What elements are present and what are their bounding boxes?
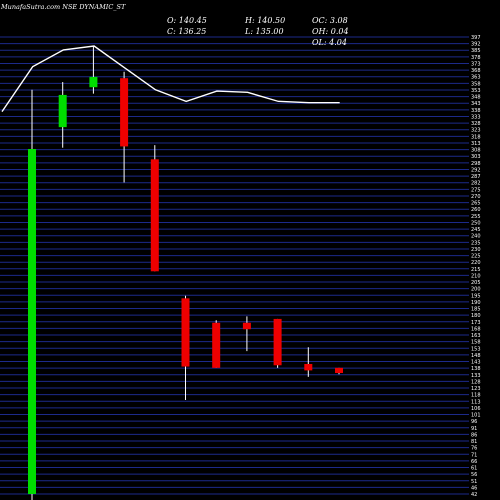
y-tick-label: 148 <box>471 353 481 359</box>
y-axis-labels: 3973923853783733683633583533483433383333… <box>471 35 481 498</box>
y-tick-label: 143 <box>471 360 481 366</box>
y-tick-label: 91 <box>471 426 477 432</box>
y-tick-label: 282 <box>471 181 481 187</box>
y-tick-label: 96 <box>471 419 477 425</box>
candles <box>28 46 343 500</box>
y-tick-label: 270 <box>471 194 481 200</box>
y-tick-label: 275 <box>471 187 481 193</box>
y-tick-label: 338 <box>471 108 481 114</box>
y-tick-label: 173 <box>471 320 481 326</box>
oc-label: OC: 3.08 <box>312 16 348 25</box>
y-tick-label: 118 <box>471 393 481 399</box>
y-tick-label: 298 <box>471 161 481 167</box>
y-tick-label: 245 <box>471 227 481 233</box>
y-tick-label: 392 <box>471 42 481 48</box>
y-tick-label: 250 <box>471 220 481 226</box>
y-tick-label: 200 <box>471 287 481 293</box>
y-tick-label: 123 <box>471 386 481 392</box>
y-tick-label: 260 <box>471 207 481 213</box>
y-tick-label: 348 <box>471 95 481 101</box>
y-tick-label: 51 <box>471 479 477 485</box>
candle-body-down <box>181 298 190 367</box>
high-label: H: 140.50 <box>244 16 285 25</box>
y-tick-label: 128 <box>471 379 481 385</box>
y-tick-label: 215 <box>471 267 481 273</box>
y-tick-label: 195 <box>471 293 481 299</box>
candle-body-down <box>273 318 282 366</box>
chart-title: MunafaSutra.com NSE DYNAMIC_ST <box>0 3 126 11</box>
y-tick-label: 81 <box>471 439 477 445</box>
y-tick-label: 358 <box>471 81 481 87</box>
open-label: O: 140.45 <box>167 16 207 25</box>
y-tick-label: 210 <box>471 273 481 279</box>
y-tick-label: 46 <box>471 485 477 491</box>
ol-label: OL: 4.04 <box>312 38 347 47</box>
y-tick-label: 292 <box>471 167 481 173</box>
y-tick-label: 133 <box>471 373 481 379</box>
y-tick-label: 308 <box>471 148 481 154</box>
candle-body-down <box>242 322 251 330</box>
y-tick-label: 56 <box>471 472 477 478</box>
y-tick-label: 61 <box>471 466 477 472</box>
y-tick-label: 86 <box>471 432 477 438</box>
y-tick-label: 168 <box>471 326 481 332</box>
y-tick-label: 138 <box>471 366 481 372</box>
y-tick-label: 255 <box>471 214 481 220</box>
candle-body-down <box>335 367 343 373</box>
y-tick-label: 378 <box>471 55 481 61</box>
y-tick-label: 287 <box>471 174 481 180</box>
y-tick-label: 158 <box>471 340 481 346</box>
y-tick-label: 363 <box>471 75 481 81</box>
y-tick-label: 353 <box>471 88 481 94</box>
y-tick-label: 397 <box>471 35 481 41</box>
y-tick-label: 76 <box>471 446 477 452</box>
y-tick-label: 303 <box>471 154 481 160</box>
oh-label: OH: 0.04 <box>312 27 349 36</box>
y-tick-label: 368 <box>471 68 481 74</box>
y-tick-label: 343 <box>471 101 481 107</box>
y-tick-label: 180 <box>471 313 481 319</box>
y-tick-label: 106 <box>471 406 481 412</box>
y-tick-label: 265 <box>471 201 481 207</box>
y-tick-label: 373 <box>471 61 481 67</box>
y-tick-label: 230 <box>471 247 481 253</box>
y-tick-label: 190 <box>471 300 481 306</box>
candle-body-down <box>212 322 221 368</box>
y-tick-label: 101 <box>471 413 481 419</box>
y-tick-label: 220 <box>471 260 481 266</box>
y-tick-label: 71 <box>471 452 477 458</box>
y-tick-label: 333 <box>471 114 481 120</box>
y-tick-label: 163 <box>471 333 481 339</box>
y-tick-label: 153 <box>471 346 481 352</box>
y-tick-label: 328 <box>471 121 481 127</box>
y-tick-label: 313 <box>471 141 481 147</box>
candle-body-down <box>120 78 129 147</box>
y-tick-label: 318 <box>471 134 481 140</box>
low-label: L: 135.00 <box>244 27 284 36</box>
candle-body-up <box>58 94 67 128</box>
y-tick-label: 323 <box>471 128 481 134</box>
y-tick-label: 205 <box>471 280 481 286</box>
y-tick-label: 225 <box>471 254 481 260</box>
moving-average-line <box>1 45 340 113</box>
candle-body-down <box>150 159 159 272</box>
y-tick-label: 385 <box>471 48 481 54</box>
y-tick-label: 42 <box>471 492 477 498</box>
y-tick-label: 66 <box>471 459 477 465</box>
y-tick-label: 240 <box>471 234 481 240</box>
close-label: C: 136.25 <box>167 27 206 36</box>
y-tick-label: 185 <box>471 307 481 313</box>
grid-lines <box>0 36 469 495</box>
candle-body-up <box>89 76 98 88</box>
candle-body-up <box>28 148 36 494</box>
candle-body-down <box>304 363 313 371</box>
y-tick-label: 113 <box>471 399 481 405</box>
y-tick-label: 235 <box>471 240 481 246</box>
